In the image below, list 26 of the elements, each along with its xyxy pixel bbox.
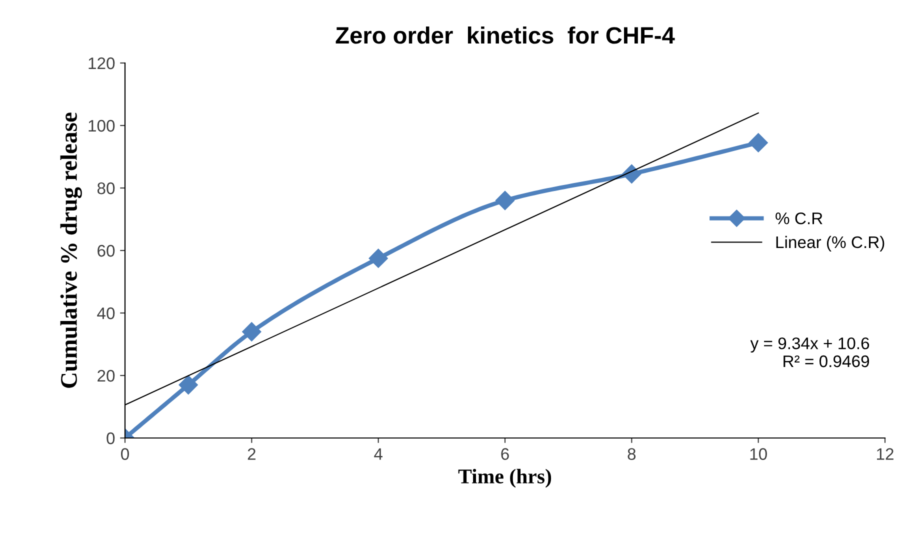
x-tick-label: 2	[248, 448, 256, 460]
x-tick-label: 12	[877, 448, 894, 460]
point	[178, 375, 198, 394]
x-tick-label: 10	[750, 448, 767, 460]
point	[368, 248, 388, 268]
point	[748, 133, 768, 152]
y-tick-label: 80	[97, 182, 115, 194]
y-tick-label: 120	[88, 57, 115, 70]
y-axis-title: Cumulative % drug release	[60, 112, 82, 388]
point	[242, 322, 262, 342]
point	[495, 190, 515, 210]
legend-label: Linear (% C.R)	[776, 236, 884, 252]
y-tick-label: 40	[97, 307, 115, 320]
x-axis-title: Time (hrs)	[458, 468, 552, 488]
chart-title: Zero order kinetics for CHF-4	[336, 26, 675, 44]
legend-label: % C.R	[776, 212, 822, 224]
point	[622, 164, 642, 184]
x-tick-label: 0	[121, 448, 129, 460]
x-tick-label: 8	[628, 448, 636, 460]
y-tick-label: 60	[98, 244, 115, 257]
x-tick-label: 4	[374, 448, 382, 460]
x-tick-label: 6	[501, 448, 509, 460]
y-tick-label: 20	[98, 370, 115, 382]
y-tick-label: 100	[88, 120, 115, 132]
annotation: y = 9.34x + 10.6 R² = 0.9469	[750, 337, 870, 368]
y-tick-label: 0	[106, 432, 115, 444]
